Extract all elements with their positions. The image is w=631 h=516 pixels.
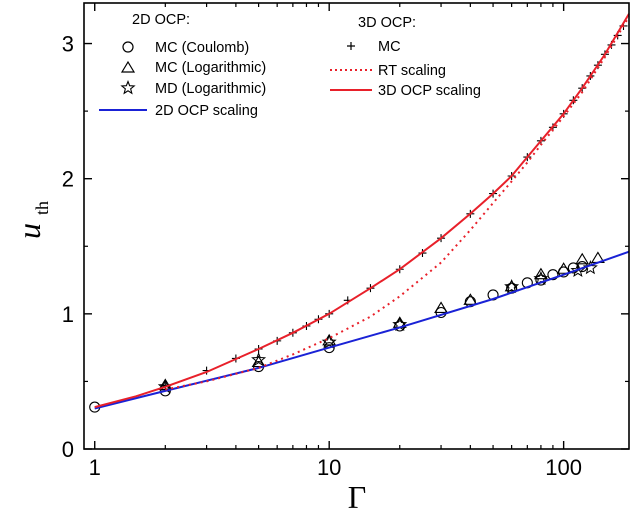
circle-point — [323, 342, 335, 354]
legend-entry-2d-ocp-scaling: 2D OCP scaling — [99, 103, 258, 119]
legend-label-mc-logarithmic: MC (Logarithmic) — [155, 60, 266, 76]
legend-label-mc-3d: MC — [378, 39, 401, 55]
legend-label-rt-scaling: RT scaling — [378, 63, 446, 79]
legend-entry-3d-ocp-scaling: 3D OCP scaling — [330, 83, 481, 99]
y-axis-title-sub: th — [32, 201, 52, 215]
y-axis-title: u th — [11, 201, 52, 239]
plot-frame — [83, 2, 630, 450]
series-md-logarithmic — [157, 260, 598, 394]
triangle-point — [434, 301, 449, 313]
circle-point — [547, 269, 559, 281]
legend-2d-heading: 2D OCP: — [132, 12, 190, 28]
x-axis-title: Γ — [348, 479, 367, 515]
legend-entry-md-logarithmic: MD (Logarithmic) — [120, 79, 266, 97]
series-layer — [89, 13, 630, 413]
star-point — [251, 351, 267, 367]
legend-2d: 2D OCP: MC (Coulomb) MC (Logarithmic) MD… — [99, 12, 266, 119]
legend-entry-rt-scaling: RT scaling — [330, 63, 446, 79]
x-tick-label: 10 — [317, 455, 341, 480]
star-point — [504, 278, 520, 294]
2d-ocp-scaling-curve — [94, 250, 630, 410]
series-2d-ocp-scaling — [94, 250, 630, 410]
triangle-point — [463, 293, 478, 305]
series-3d-ocp-scaling — [94, 13, 630, 409]
rt-scaling-curve — [165, 15, 630, 391]
triangle-point — [575, 252, 590, 265]
legend-label-md-logarithmic: MD (Logarithmic) — [155, 81, 266, 97]
y-axis-title-main: u — [11, 223, 47, 239]
legend-plus-marker — [347, 42, 355, 50]
triangle-point — [504, 279, 519, 292]
triangle-point — [533, 267, 548, 280]
star-point — [321, 334, 337, 349]
x-tick-label: 1 — [89, 455, 101, 480]
legend-label-3d-ocp-scaling: 3D OCP scaling — [378, 83, 481, 99]
x-tick-label: 100 — [545, 455, 582, 480]
legend-entry-mc-logarithmic: MC (Logarithmic) — [120, 60, 266, 76]
legend-3d: 3D OCP: MC RT scaling 3D OCP scaling — [330, 15, 481, 99]
series-rt-scaling — [165, 15, 630, 391]
series-mc-logarithmic — [158, 251, 605, 391]
legend-label-2d-ocp-scaling: 2D OCP scaling — [155, 103, 258, 119]
y-tick-label: 2 — [62, 167, 74, 192]
legend-label-mc-coulomb: MC (Coulomb) — [155, 40, 249, 56]
y-tick-label: 1 — [62, 302, 74, 327]
legend-star-marker — [120, 79, 136, 95]
triangle-point — [556, 262, 571, 274]
legend-entry-mc-coulomb: MC (Coulomb) — [122, 40, 249, 56]
y-tick-label: 0 — [62, 437, 74, 462]
legend-3d-heading: 3D OCP: — [358, 15, 416, 31]
legend-triangle-marker — [120, 60, 136, 73]
legend-entry-mc-3d: MC — [347, 39, 401, 55]
3d-ocp-scaling-curve — [94, 13, 630, 409]
legend-circle-marker — [122, 41, 134, 53]
y-tick-label: 3 — [62, 32, 74, 57]
star-point — [582, 260, 598, 275]
circle-point — [567, 262, 579, 274]
